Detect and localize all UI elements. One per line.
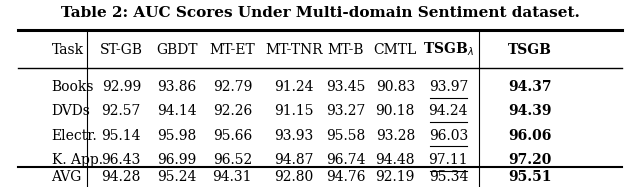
Text: 96.06: 96.06 [508,129,552,142]
Text: 95.24: 95.24 [157,170,196,184]
Text: CMTL: CMTL [374,43,417,56]
Text: 94.24: 94.24 [429,104,468,118]
Text: 96.99: 96.99 [157,153,196,167]
Text: 95.51: 95.51 [508,170,552,184]
Text: 93.28: 93.28 [376,129,415,142]
Text: MT-TNR: MT-TNR [265,43,323,56]
Text: 95.34: 95.34 [429,170,468,184]
Text: TSGB$_\lambda$: TSGB$_\lambda$ [423,41,474,58]
Text: 92.99: 92.99 [102,80,141,94]
Text: K. App.: K. App. [52,153,102,167]
Text: 94.37: 94.37 [508,80,552,94]
Text: TSGB: TSGB [508,43,552,56]
Text: 92.26: 92.26 [212,104,252,118]
Text: Electr.: Electr. [52,129,97,142]
Text: Books: Books [52,80,94,94]
Text: ST-GB: ST-GB [100,43,143,56]
Text: MT-B: MT-B [328,43,364,56]
Text: 94.28: 94.28 [102,170,141,184]
Text: Task: Task [52,43,84,56]
Text: 94.76: 94.76 [326,170,365,184]
Text: 94.48: 94.48 [376,153,415,167]
Text: Table 2: AUC Scores Under Multi-domain Sentiment dataset.: Table 2: AUC Scores Under Multi-domain S… [61,6,579,20]
Text: 96.52: 96.52 [212,153,252,167]
Text: 90.83: 90.83 [376,80,415,94]
Text: 94.39: 94.39 [508,104,552,118]
Text: 93.27: 93.27 [326,104,365,118]
Text: 96.43: 96.43 [102,153,141,167]
Text: 94.14: 94.14 [157,104,196,118]
Text: 95.66: 95.66 [212,129,252,142]
Text: 93.93: 93.93 [275,129,314,142]
Text: 95.14: 95.14 [102,129,141,142]
Text: 97.20: 97.20 [508,153,552,167]
Text: MT-ET: MT-ET [209,43,255,56]
Text: 95.58: 95.58 [326,129,365,142]
Text: 93.45: 93.45 [326,80,365,94]
Text: 92.79: 92.79 [212,80,252,94]
Text: DVDs: DVDs [52,104,90,118]
Text: 96.74: 96.74 [326,153,365,167]
Text: 91.24: 91.24 [275,80,314,94]
Text: 91.15: 91.15 [275,104,314,118]
Text: 93.86: 93.86 [157,80,196,94]
Text: 95.98: 95.98 [157,129,196,142]
Text: 90.18: 90.18 [376,104,415,118]
Text: GBDT: GBDT [156,43,198,56]
Text: 92.57: 92.57 [102,104,141,118]
Text: AVG: AVG [52,170,82,184]
Text: 93.97: 93.97 [429,80,468,94]
Text: 92.19: 92.19 [376,170,415,184]
Text: 94.87: 94.87 [275,153,314,167]
Text: 97.11: 97.11 [429,153,468,167]
Text: 94.31: 94.31 [212,170,252,184]
Text: 92.80: 92.80 [275,170,314,184]
Text: 96.03: 96.03 [429,129,468,142]
